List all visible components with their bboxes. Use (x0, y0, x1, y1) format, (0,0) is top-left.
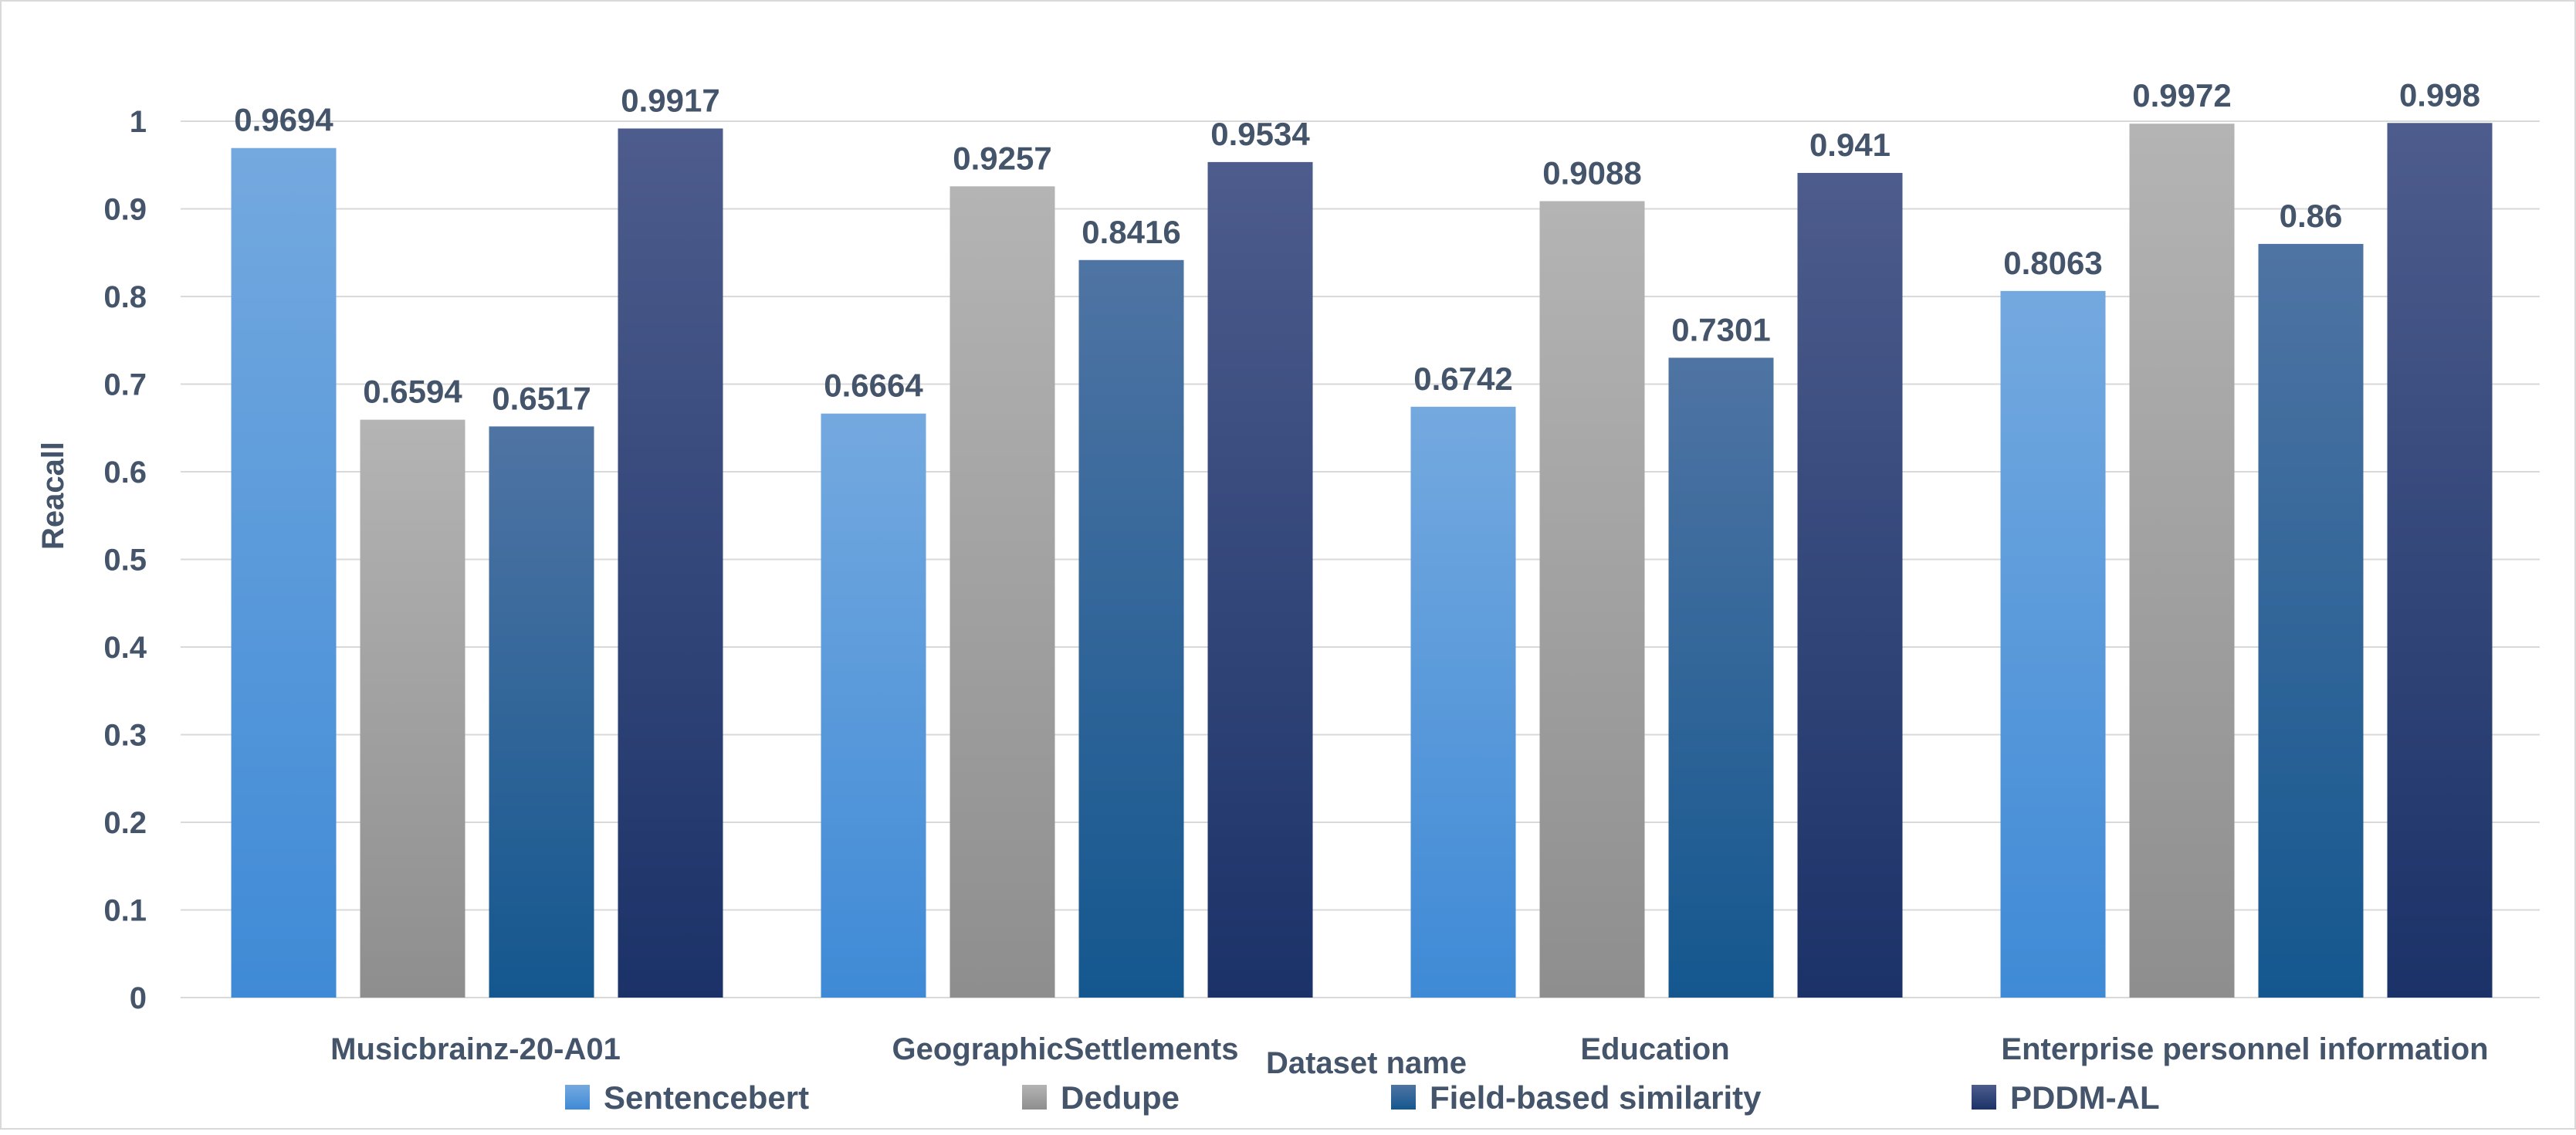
data-label: 0.8063 (2003, 245, 2102, 281)
x-axis-categories: Musicbrainz-20-A01 GeographicSettlements E… (330, 1032, 2488, 1066)
y-tick-label: 0.3 (103, 719, 147, 753)
data-label: 0.998 (2399, 76, 2480, 113)
bar-dedupe (949, 186, 1055, 998)
y-axis-ticks: 0 0.1 0.2 0.3 0.4 0.5 0.6 0.7 0.8 0.9 1 (103, 105, 147, 1015)
y-tick-label: 1 (130, 105, 147, 139)
data-label: 0.6594 (363, 374, 462, 410)
y-tick-label: 0.6 (103, 456, 147, 490)
legend-label: PDDM-AL (2010, 1079, 2160, 1116)
data-label: 0.8416 (1082, 214, 1180, 250)
x-category-label: Education (1580, 1032, 1729, 1066)
y-tick-label: 0.7 (103, 368, 147, 402)
x-category-label: Musicbrainz-20-A01 (330, 1032, 621, 1066)
bar-dedupe (2129, 124, 2235, 998)
bar-sentencebert (821, 413, 926, 998)
bar-field-based-similarity (2258, 243, 2364, 998)
bar-pddm-al (2387, 123, 2493, 998)
bar-sentencebert (231, 147, 337, 998)
data-label: 0.6664 (824, 368, 923, 404)
legend-swatch (1022, 1085, 1047, 1110)
y-tick-label: 0.1 (103, 894, 147, 928)
data-label: 0.9088 (1542, 155, 1641, 191)
legend: Sentencebert Dedupe Field-based similarity… (565, 1079, 2160, 1116)
y-tick-label: 0.5 (103, 544, 147, 578)
y-tick-label: 0.8 (103, 280, 147, 314)
data-label: 0.9257 (953, 140, 1051, 176)
legend-swatch (1391, 1085, 1416, 1110)
data-label: 0.86 (2280, 198, 2343, 234)
y-tick-label: 0.9 (103, 193, 147, 227)
data-label: 0.6517 (492, 380, 591, 416)
y-tick-label: 0.2 (103, 806, 147, 840)
bar-sentencebert (2000, 290, 2106, 998)
data-labels: 0.9694 0.6594 0.6517 0.9917 0.6664 0.9257 0.84… (234, 76, 2480, 416)
bar-pddm-al (1207, 161, 1313, 998)
data-label: 0.9972 (2132, 77, 2231, 114)
legend-label: Sentencebert (604, 1079, 809, 1116)
bar-pddm-al (1797, 172, 1903, 998)
bar-dedupe (360, 419, 465, 998)
bars (231, 123, 2493, 998)
data-label: 0.7301 (1671, 311, 1770, 347)
data-label: 0.9534 (1210, 116, 1310, 152)
legend-swatch (1972, 1085, 1996, 1110)
bar-dedupe (1539, 201, 1645, 998)
bar-pddm-al (618, 128, 723, 998)
bar-field-based-similarity (489, 426, 594, 998)
bar-sentencebert (1410, 406, 1516, 998)
bar-field-based-similarity (1078, 259, 1184, 998)
x-axis-title: Dataset name (1266, 1046, 1467, 1080)
legend-label: Field-based similarity (1430, 1079, 1762, 1116)
y-tick-label: 0.4 (103, 631, 147, 665)
y-axis-title: Reacall (36, 442, 70, 550)
x-category-label: GeographicSettlements (892, 1032, 1238, 1066)
y-tick-label: 0 (130, 981, 147, 1015)
legend-swatch (565, 1085, 590, 1110)
data-label: 0.941 (1809, 127, 1891, 163)
data-label: 0.9917 (621, 82, 719, 118)
data-label: 0.6742 (1413, 361, 1512, 397)
legend-label: Dedupe (1061, 1079, 1180, 1116)
x-category-label: Enterprise personnel information (2001, 1032, 2488, 1066)
data-label: 0.9694 (234, 102, 333, 138)
bar-field-based-similarity (1668, 357, 1774, 998)
